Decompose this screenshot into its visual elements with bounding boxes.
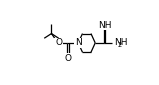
Text: NH: NH bbox=[98, 21, 111, 30]
Text: O: O bbox=[55, 38, 62, 47]
Text: N: N bbox=[75, 38, 82, 47]
Text: O: O bbox=[64, 54, 71, 63]
Text: NH: NH bbox=[114, 38, 128, 47]
Text: 2: 2 bbox=[118, 42, 122, 48]
